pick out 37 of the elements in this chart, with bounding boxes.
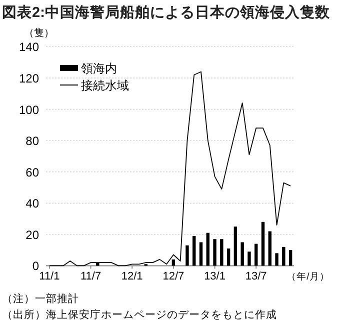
y-tick-label: 20 (26, 228, 40, 242)
bar (275, 253, 278, 266)
bar (268, 231, 272, 266)
y-tick-label: 120 (18, 71, 40, 86)
chart-title: 図表2:中国海警局船舶による日本の領海侵入隻数 (2, 4, 331, 21)
y-tick-label: 60 (26, 165, 40, 180)
x-tick-label: 12/7 (162, 270, 184, 283)
bar (254, 244, 258, 266)
y-tick-label: 0 (32, 259, 40, 274)
y-tick-label: 140 (18, 40, 40, 54)
text: （出所）海上保安庁ホームページのデータをもとに作成 (2, 308, 277, 321)
x-tick-label: 12/1 (121, 270, 143, 283)
bar (206, 232, 210, 266)
bar (186, 245, 189, 266)
bar (248, 252, 251, 266)
bar (192, 236, 196, 266)
x-tick-label: 11/7 (80, 270, 102, 283)
bar (226, 248, 230, 266)
x-tick-label: 13/1 (204, 270, 226, 283)
x-tick-label: 13/7 (245, 270, 267, 283)
bar (240, 242, 244, 266)
bar (234, 226, 238, 266)
bar (288, 250, 292, 266)
x-tick-label: 11/1 (39, 270, 60, 283)
y-tick-label: 100 (18, 102, 40, 117)
text: （注）一部推計 (2, 292, 79, 305)
y-tick-label: 80 (26, 134, 40, 148)
bar (261, 222, 265, 266)
x-axis-title: （年/月） (286, 270, 330, 283)
y-tick-label: 40 (26, 196, 40, 211)
bar (220, 239, 224, 266)
y-axis-title: （隻） (24, 27, 54, 39)
legend-label: 接続水域 (81, 78, 129, 92)
legend-label: 領海内 (81, 62, 117, 76)
bar (282, 246, 286, 266)
bar (213, 239, 216, 266)
bar (199, 242, 203, 266)
